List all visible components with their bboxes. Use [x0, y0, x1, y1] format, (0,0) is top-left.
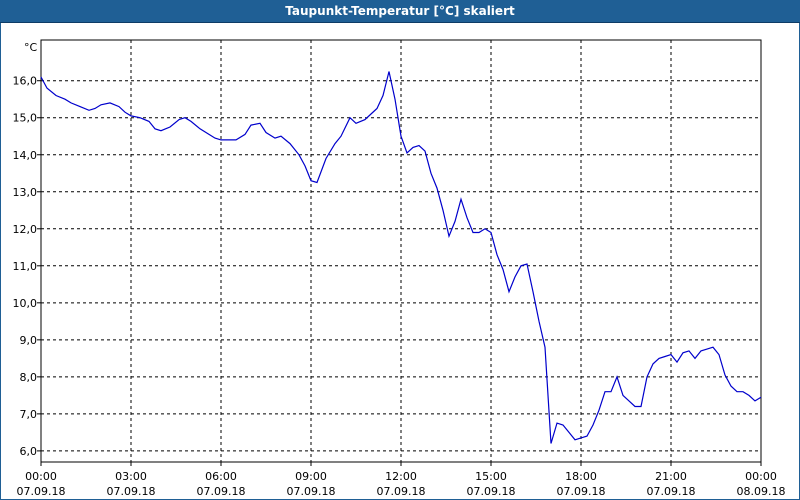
- y-tick-label: 10,0: [13, 297, 38, 310]
- x-tick-date-label: 08.09.18: [737, 485, 786, 498]
- y-tick-label: 13,0: [13, 186, 38, 199]
- grid-lines: [41, 40, 761, 462]
- x-tick-time-label: 12:00: [385, 470, 417, 483]
- y-tick-label: 14,0: [13, 149, 38, 162]
- y-tick-label: 9,0: [20, 334, 38, 347]
- x-tick-date-label: 07.09.18: [17, 485, 66, 498]
- x-tick-date-label: 07.09.18: [107, 485, 156, 498]
- x-tick-time-label: 06:00: [205, 470, 237, 483]
- y-tick-label: 12,0: [13, 223, 38, 236]
- y-tick-label: 11,0: [13, 260, 38, 273]
- x-tick-date-label: 07.09.18: [287, 485, 336, 498]
- chart-title: Taupunkt-Temperatur [°C] skaliert: [0, 0, 800, 23]
- y-axis-unit-label: °C: [24, 41, 38, 54]
- y-tick-label: 6,0: [20, 445, 38, 458]
- y-tick-label: 8,0: [20, 371, 38, 384]
- x-tick-date-label: 07.09.18: [557, 485, 606, 498]
- x-tick-time-label: 18:00: [565, 470, 597, 483]
- x-tick-date-label: 07.09.18: [467, 485, 516, 498]
- x-tick-time-label: 00:00: [745, 470, 777, 483]
- axis-ticks: 6,0 7,0 8,0 9,0 10,0 11,0 12,0 13,0 14,0 15,0 16,0…: [13, 75, 786, 498]
- y-tick-label: 7,0: [20, 408, 38, 421]
- x-tick-date-label: 07.09.18: [377, 485, 426, 498]
- x-tick-time-label: 15:00: [475, 470, 507, 483]
- y-tick-label: 16,0: [13, 75, 38, 88]
- x-tick-date-label: 07.09.18: [647, 485, 696, 498]
- x-tick-time-label: 00:00: [25, 470, 57, 483]
- x-tick-time-label: 03:00: [115, 470, 147, 483]
- x-tick-time-label: 09:00: [295, 470, 327, 483]
- series-line-taupunkt: [40, 71, 762, 444]
- y-tick-label: 15,0: [13, 112, 38, 125]
- x-tick-time-label: 21:00: [655, 470, 687, 483]
- x-tick-date-label: 07.09.18: [197, 485, 246, 498]
